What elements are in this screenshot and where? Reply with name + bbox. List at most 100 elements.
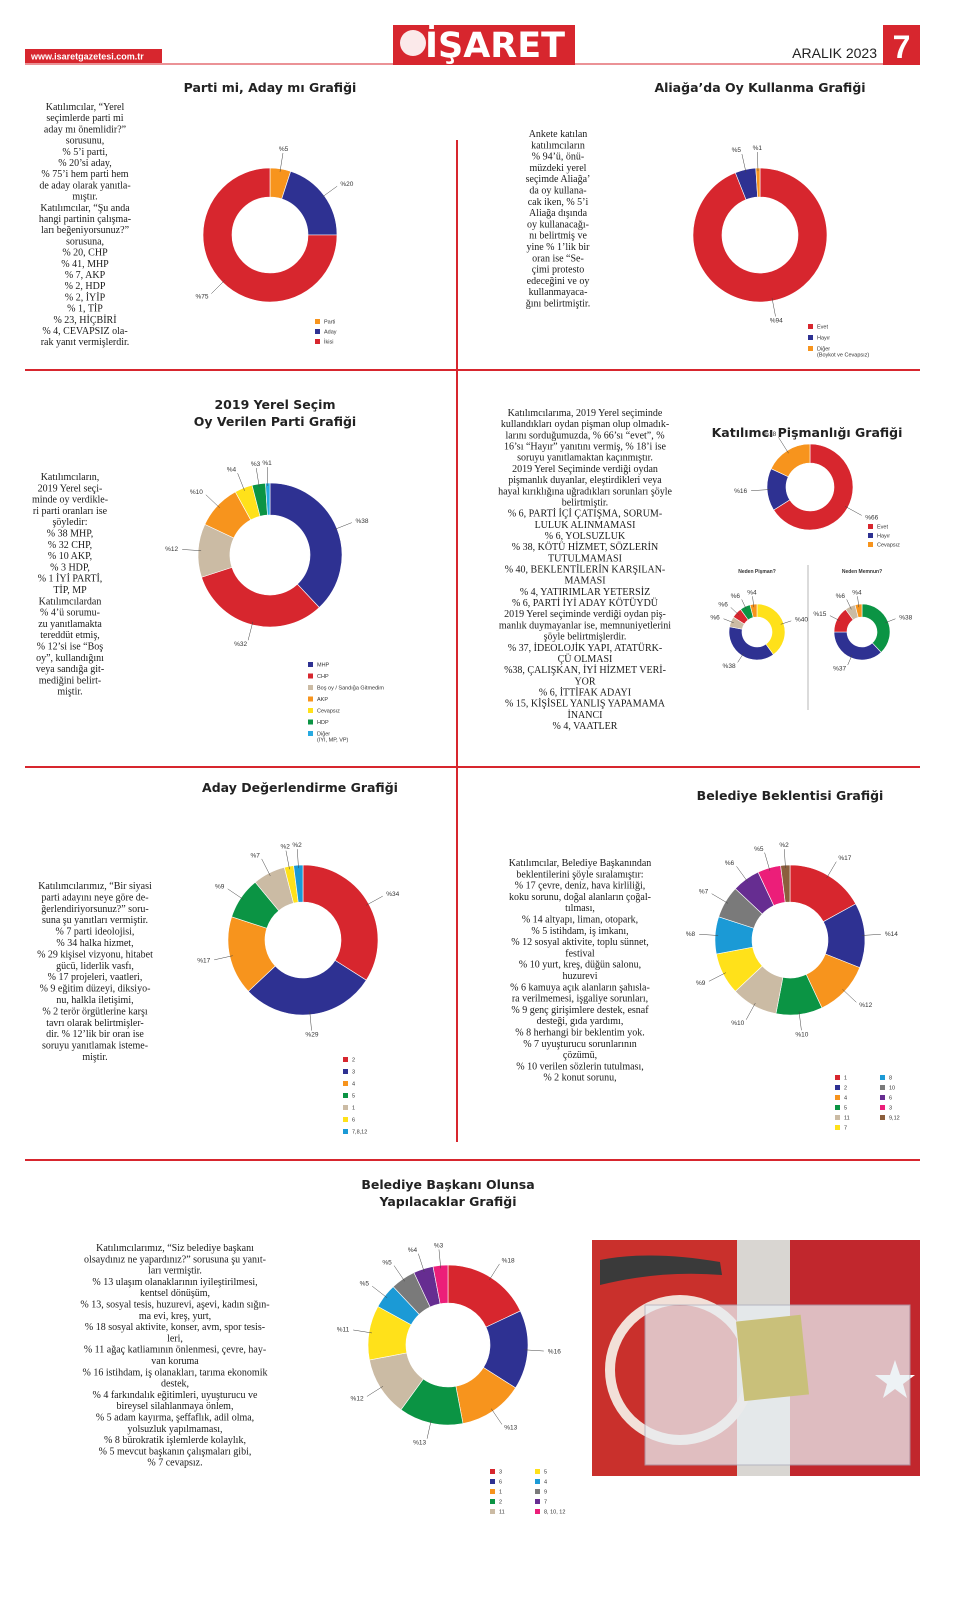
body-text: ları vermiştir.	[148, 1266, 202, 1277]
slice-label: %4	[408, 1247, 418, 1254]
body-text: 16’sı “Hayır” yanıtını vermiş, % 18’i is…	[504, 442, 666, 453]
slice-label: %94	[770, 317, 783, 324]
body-text: Aliağa dışında	[529, 208, 588, 219]
legend-label: HDP	[317, 720, 329, 726]
legend-label: Evet	[817, 325, 828, 331]
slice-label: %6	[836, 593, 846, 600]
chart-title: Belediye Başkanı Olunsa	[361, 1177, 534, 1192]
slice-label: %12	[859, 1002, 872, 1009]
body-text: tılması,	[565, 903, 595, 914]
body-text: kentsel dönüşüm,	[140, 1288, 210, 1299]
body-text: % 40, BEKLENTİLERİN KARŞILAN-	[505, 564, 666, 576]
legend-label: 3	[889, 1106, 892, 1112]
body-text: % 6, İTTİFAK ADAYI	[539, 687, 631, 699]
page-number-box	[883, 25, 920, 65]
body-text: ları beğeniyorsunuz?”	[41, 225, 129, 236]
legend-label: 9,12	[889, 1116, 900, 1122]
slice-label: %4	[852, 589, 862, 596]
website-bar	[25, 49, 162, 63]
slice-label: %15	[813, 611, 826, 618]
body-text: zu yanıtlamakta	[38, 619, 102, 630]
legend-label: 1	[844, 1076, 847, 1082]
leader-line	[751, 489, 771, 491]
leader-line	[752, 596, 755, 608]
donut-slice	[201, 566, 320, 628]
body-text: LULUK ALINMAMASI	[535, 520, 636, 531]
legend-label: 5	[544, 1470, 547, 1476]
legend-swatch	[835, 1075, 840, 1080]
legend-swatch	[835, 1115, 840, 1120]
leader-line	[353, 1329, 372, 1334]
leader-line	[741, 153, 747, 173]
legend-label: Hayır	[817, 336, 830, 342]
legend-swatch	[308, 673, 313, 679]
body-text: cak iken, % 5’i	[528, 197, 589, 208]
legend-swatch	[835, 1105, 840, 1110]
legend-label: 8, 10, 12	[544, 1510, 565, 1516]
chart-title: 2019 Yerel Seçim	[214, 397, 335, 412]
body-text: nu, halkla iletişimi,	[56, 995, 133, 1006]
legend-swatch	[880, 1075, 885, 1080]
body-text: % 4, VAATLER	[553, 721, 618, 732]
slice-label: %4	[747, 589, 757, 596]
leader-line	[214, 955, 233, 961]
legend-label: Cevapsız	[317, 709, 340, 715]
body-text: Katılımcılardan	[39, 596, 102, 607]
leader-line	[371, 1285, 388, 1299]
body-text: bireysel silahlanmaya önlem,	[117, 1401, 234, 1412]
body-text: miştir.	[57, 687, 82, 698]
legend-swatch	[490, 1479, 495, 1484]
legend-note: (IYI, MP, VP)	[317, 738, 349, 744]
body-text: % 4, YATIRIMLAR YETERSİZ	[520, 586, 650, 598]
donut-slice	[265, 482, 271, 516]
body-text: % 7 cevapsız.	[147, 1458, 202, 1469]
leader-line	[261, 858, 271, 876]
slice-label: %9	[696, 980, 706, 987]
body-text: ÇÜ OLMASI	[558, 653, 613, 665]
slice-label: %11	[337, 1326, 350, 1333]
legend-swatch	[308, 662, 313, 667]
leader-line	[227, 888, 244, 900]
legend-label: 9	[544, 1490, 547, 1496]
leader-line	[737, 652, 744, 663]
slice-label: %2	[779, 842, 789, 849]
legend-label: 10	[889, 1086, 895, 1092]
leader-line	[699, 934, 719, 936]
legend-swatch	[880, 1115, 885, 1120]
body-text: % 7 parti ideolojisi,	[56, 927, 135, 938]
slice-label: %32	[234, 641, 247, 648]
legend-note: (Boykot ve Cevapsız)	[817, 353, 869, 359]
leader-line	[491, 1408, 503, 1425]
donut-slice	[749, 603, 758, 618]
legend-swatch	[535, 1509, 540, 1514]
donut-slice	[302, 864, 379, 981]
body-text: mediğini belirt-	[39, 675, 102, 686]
leader-line	[247, 621, 254, 641]
slice-label: %6	[718, 602, 728, 609]
slice-label: %5	[754, 846, 764, 853]
logo-emblem	[400, 30, 426, 56]
body-text: % 6, YOLSUZLUK	[545, 531, 626, 542]
leader-line	[771, 297, 776, 317]
legend-label: 2	[499, 1500, 502, 1506]
legend-swatch	[868, 533, 873, 538]
slice-label: %7	[250, 852, 260, 859]
donut-slice	[269, 482, 343, 608]
leader-line	[741, 599, 747, 610]
body-text: % 4, CEVAPSIZ ola-	[42, 326, 127, 337]
slice-label: %5	[360, 1281, 370, 1288]
legend-swatch	[343, 1105, 348, 1110]
leader-line	[489, 1263, 500, 1281]
leader-line	[842, 989, 857, 1003]
slice-label: %13	[504, 1425, 517, 1432]
donut-slice	[854, 603, 863, 618]
legend-label: İkisi	[324, 339, 333, 346]
body-text: belirtmiştir.	[562, 497, 608, 508]
body-text: %38, ÇALIŞKAN, İYİ HİZMET VERİ-	[504, 664, 666, 676]
legend-label: 11	[499, 1510, 505, 1516]
leader-line	[736, 866, 748, 882]
body-text: hangi partinin çalışma-	[39, 214, 131, 225]
body-text: % 6, PARTİ İÇİ ÇATIŞMA, SORUM-	[508, 508, 662, 520]
slice-label: %16	[548, 1348, 561, 1355]
body-text: % 7, AKP	[65, 270, 106, 281]
